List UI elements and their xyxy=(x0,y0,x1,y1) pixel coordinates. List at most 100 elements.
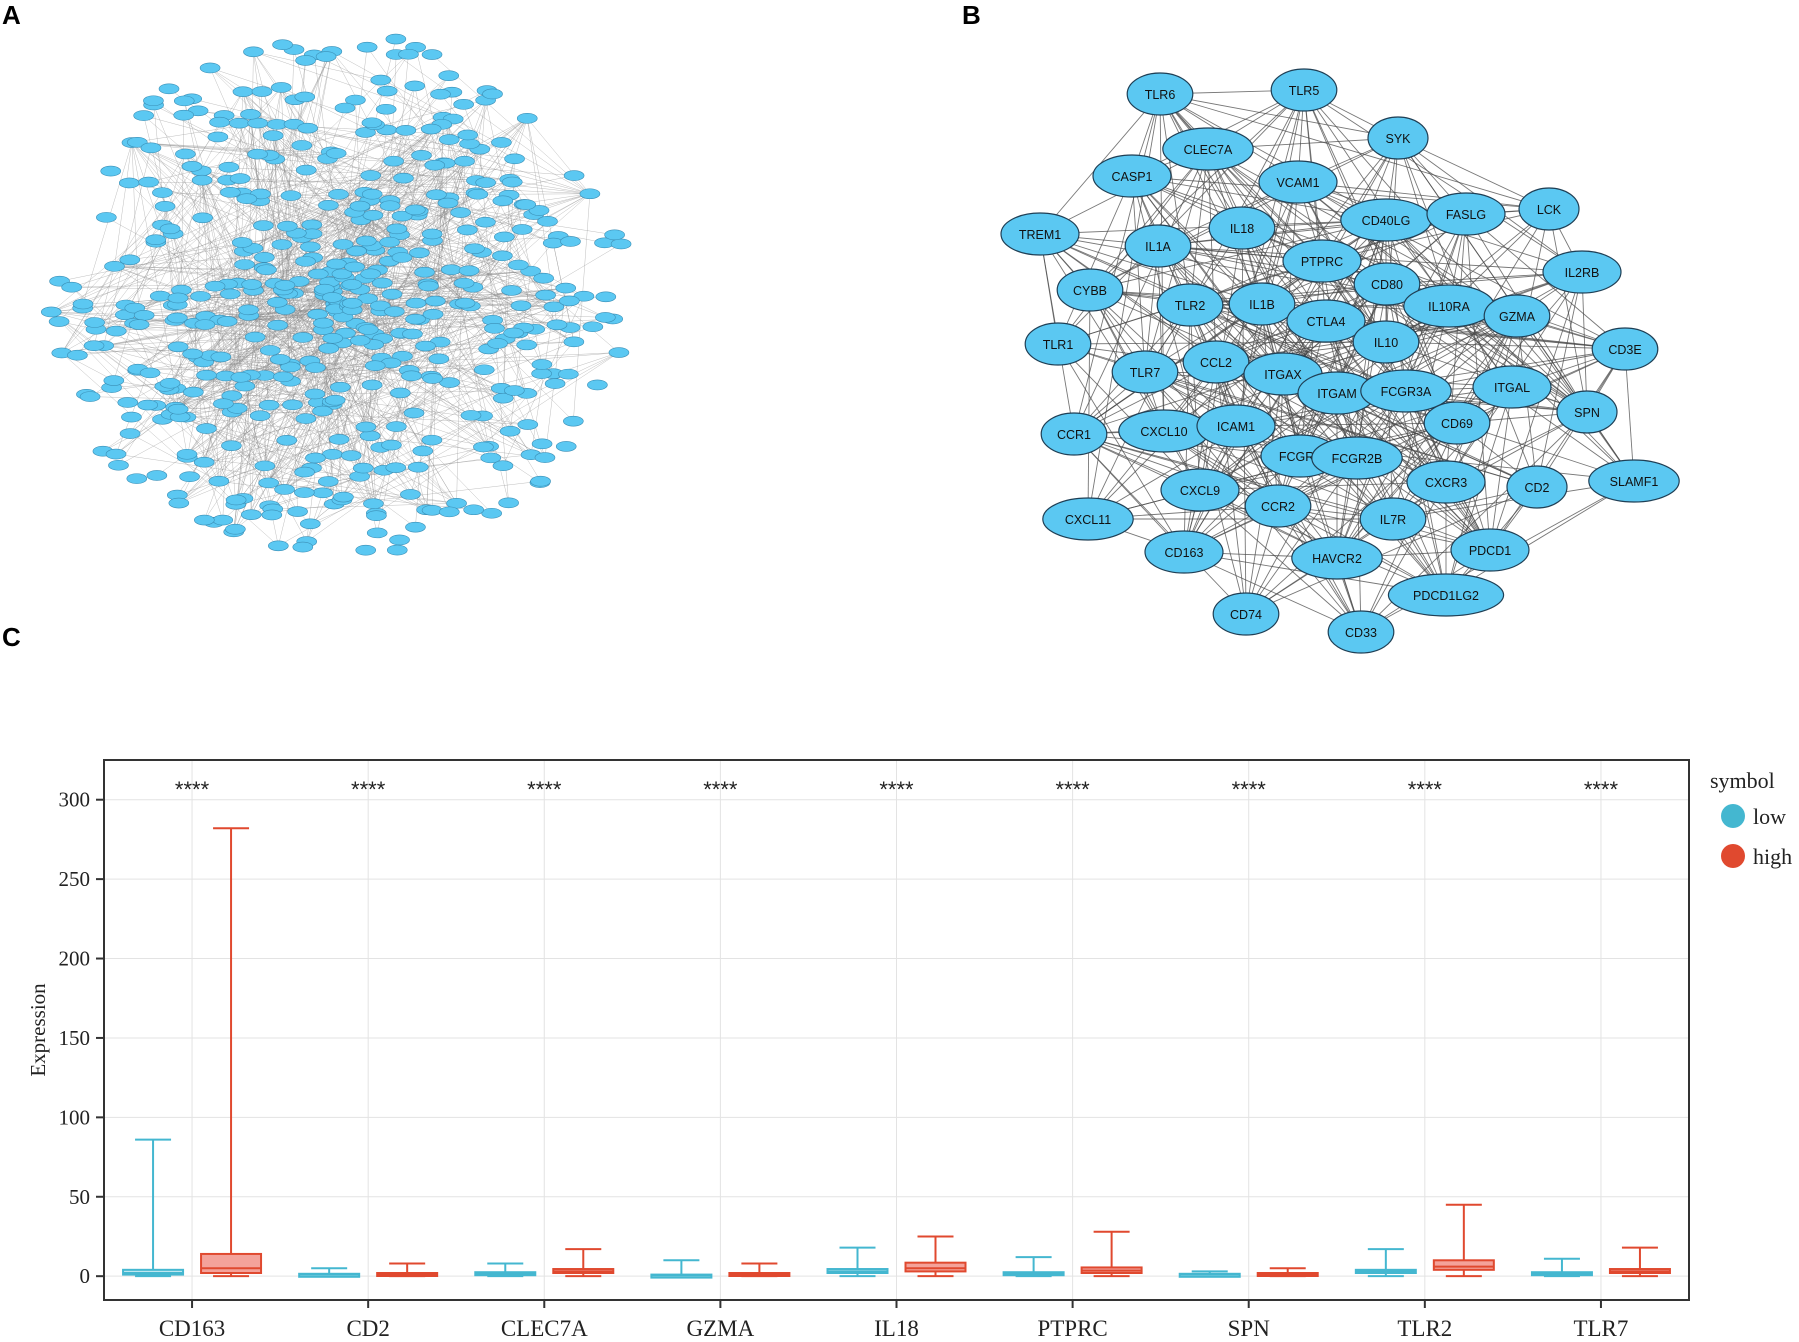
network-a-node xyxy=(453,277,475,289)
network-a-node xyxy=(240,109,261,120)
network-a-node xyxy=(463,504,484,516)
network-a-node xyxy=(492,460,514,472)
network-a-node xyxy=(531,438,553,450)
gene-node-faslg: FASLG xyxy=(1426,192,1506,236)
network-a-node xyxy=(328,189,349,200)
network-a-node xyxy=(126,473,148,484)
network-a-node xyxy=(218,161,240,173)
network-a-node xyxy=(608,347,630,358)
network-a-node xyxy=(268,540,289,552)
network-a-node xyxy=(357,293,378,304)
network-a-node xyxy=(259,345,281,356)
gene-label: GZMA xyxy=(1499,310,1536,324)
network-a-node xyxy=(421,49,443,60)
gene-node-il18: IL18 xyxy=(1208,206,1276,250)
gene-node-cd40lg: CD40LG xyxy=(1340,198,1432,242)
network-a-node xyxy=(329,381,351,393)
gene-node-ccr1: CCR1 xyxy=(1040,412,1108,456)
network-a-node xyxy=(530,475,551,487)
network-a-node xyxy=(498,497,519,509)
legend-label-low: low xyxy=(1753,804,1786,829)
gene-node-pdcd1: PDCD1 xyxy=(1450,528,1530,572)
network-a-node xyxy=(105,325,127,337)
network-a-node xyxy=(456,224,478,236)
network-a-node xyxy=(393,172,414,184)
network-a-node xyxy=(412,445,434,457)
network-a-node xyxy=(159,377,181,389)
network-a-node xyxy=(168,497,190,509)
legend-label-high: high xyxy=(1753,844,1792,869)
network-a-node xyxy=(117,397,139,408)
network-a-node xyxy=(175,148,196,160)
gene-label: TLR5 xyxy=(1289,84,1320,98)
network-a-node xyxy=(563,170,585,181)
x-tick-label: CD2 xyxy=(346,1316,389,1341)
y-axis-label: Expression xyxy=(26,983,50,1077)
network-a-node xyxy=(272,39,293,51)
gene-node-clec7a: CLEC7A xyxy=(1162,127,1254,171)
network-a-node xyxy=(105,448,127,460)
network-a-node xyxy=(194,319,216,330)
network-a-node xyxy=(61,281,82,293)
network-a-node xyxy=(67,349,88,361)
network-a-node xyxy=(173,109,194,121)
gene-label: CXCL11 xyxy=(1065,513,1111,527)
network-a-node xyxy=(400,489,421,500)
network-a-node xyxy=(300,241,321,253)
gene-node-tlr1: TLR1 xyxy=(1024,322,1092,366)
network-a-node xyxy=(516,339,537,351)
gene-label: ITGAM xyxy=(1317,387,1357,401)
network-a-node xyxy=(322,292,343,303)
gene-node-il1b: IL1B xyxy=(1228,282,1296,326)
network-a-node xyxy=(328,434,350,445)
gene-node-spn: SPN xyxy=(1556,390,1618,434)
gene-node-tlr5: TLR5 xyxy=(1270,68,1338,112)
network-a-node xyxy=(405,313,426,325)
network-a-node xyxy=(208,475,230,487)
network-a-node xyxy=(424,159,446,171)
network-a-node xyxy=(555,282,577,294)
network-a-node xyxy=(119,254,141,266)
gene-node-il2rb: IL2RB xyxy=(1542,250,1622,294)
box-high-tlr2 xyxy=(1432,1203,1495,1278)
network-a-node xyxy=(282,399,303,411)
network-a-node xyxy=(251,86,273,97)
network-a-node xyxy=(317,476,339,487)
gene-label: CD2 xyxy=(1524,481,1549,495)
network-a-node xyxy=(535,289,556,301)
network-a-node xyxy=(422,373,444,384)
gene-label: IL1B xyxy=(1249,298,1275,312)
network-a-node xyxy=(555,441,577,452)
significance-label: **** xyxy=(175,777,210,802)
gene-node-cd3e: CD3E xyxy=(1591,327,1659,371)
network-a-node xyxy=(363,498,384,509)
network-a-node xyxy=(274,484,295,495)
network-a-node xyxy=(167,341,189,353)
gene-label: PDCD1 xyxy=(1469,544,1511,558)
gene-node-trem1: TREM1 xyxy=(1000,212,1080,256)
x-tick-label: CLEC7A xyxy=(501,1316,588,1341)
network-a-node xyxy=(254,460,276,472)
x-tick-label: PTPRC xyxy=(1037,1316,1107,1341)
gene-node-tlr7: TLR7 xyxy=(1111,350,1179,394)
network-a-node xyxy=(355,235,377,247)
network-a-node xyxy=(480,452,502,464)
network-a-node xyxy=(241,279,262,290)
gene-node-cxcl10: CXCL10 xyxy=(1118,409,1210,453)
network-a-node xyxy=(375,103,397,115)
network-a-node xyxy=(361,117,383,129)
network-a-node xyxy=(345,94,366,106)
gene-label: CD163 xyxy=(1165,546,1204,560)
network-a-node xyxy=(454,297,476,309)
gene-node-fcgr2b: FCGR2B xyxy=(1311,436,1403,480)
network-a-node xyxy=(428,353,450,365)
gene-label: IL2RB xyxy=(1565,266,1600,280)
box-low-cd163 xyxy=(122,1138,185,1278)
network-a-node xyxy=(430,88,451,100)
gene-node-ptprc: PTPRC xyxy=(1282,239,1362,283)
network-a-node xyxy=(454,155,475,167)
significance-label: **** xyxy=(527,777,562,802)
network-a-node xyxy=(304,388,326,400)
y-tick-label: 0 xyxy=(80,1264,91,1288)
network-a-node xyxy=(40,306,62,318)
